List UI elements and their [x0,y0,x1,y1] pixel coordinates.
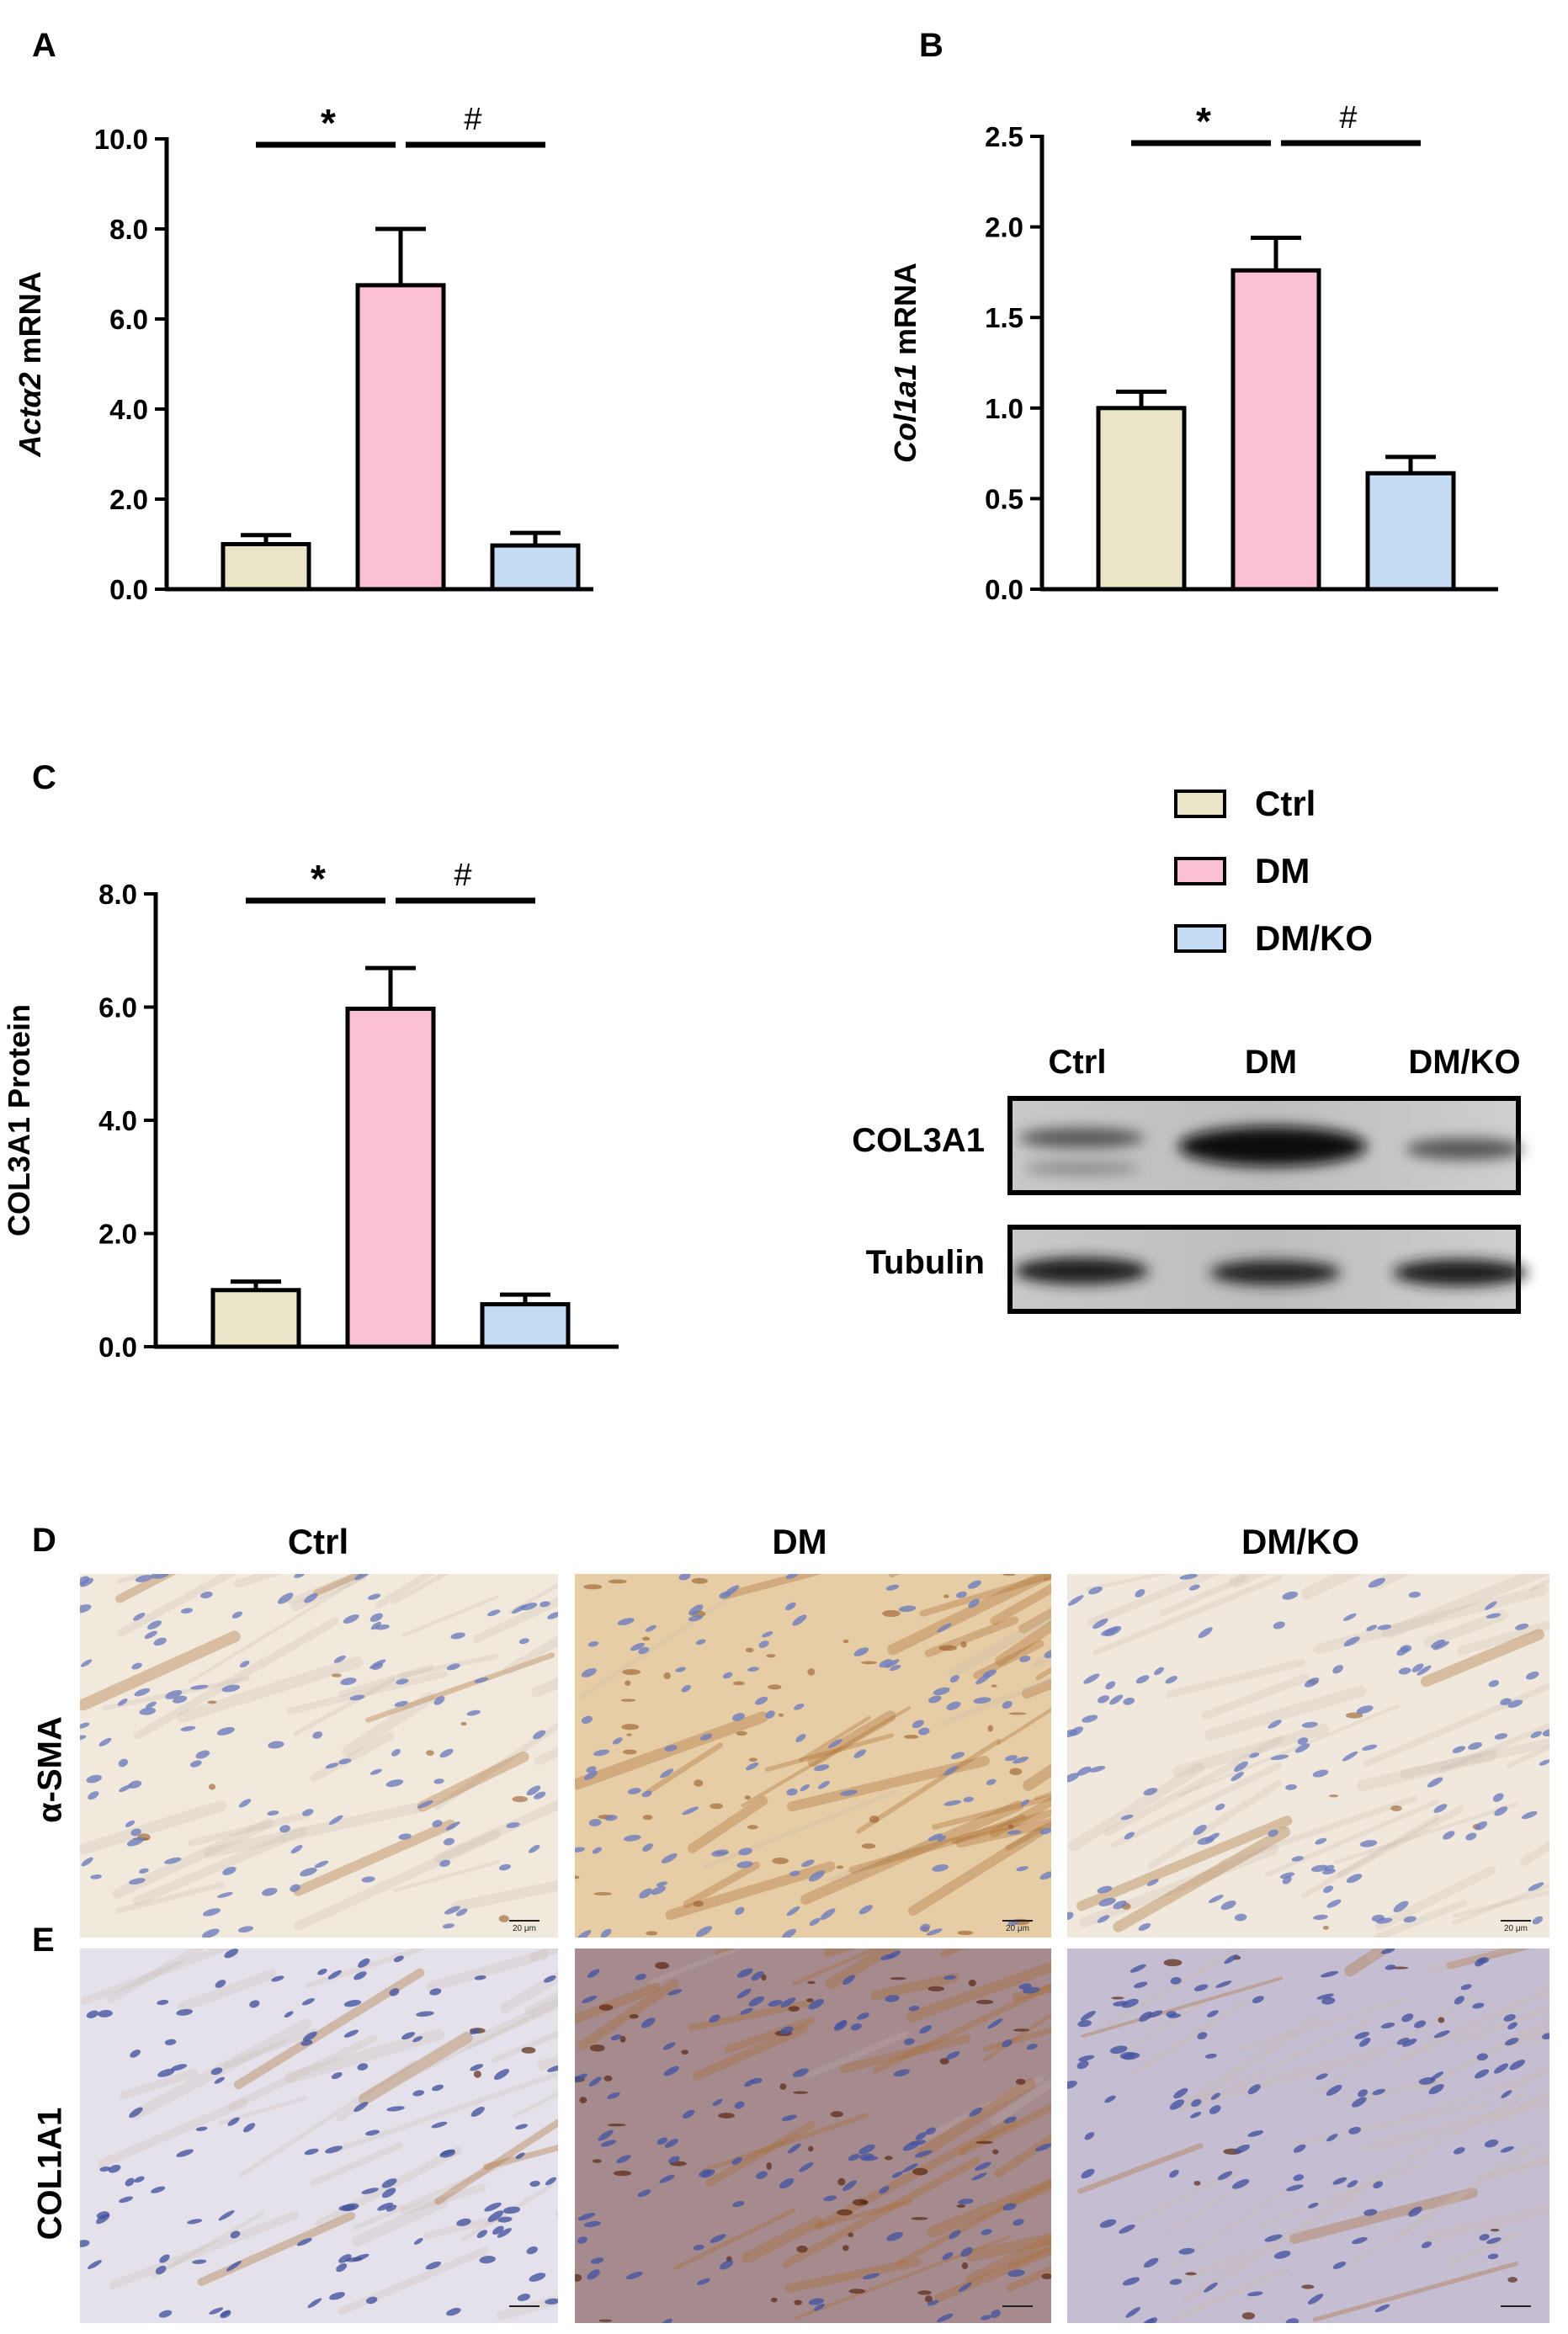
chart-col1a1-mrna: 0.0 0.5 1.0 1.5 2.0 2.5 Col1a1 mRNA * # [892,99,1498,605]
legend-label-ctrl: Ctrl [1255,784,1316,823]
blot-strip-col3a1 [1007,1096,1523,1195]
sig-marker-c-hash: # [454,858,471,893]
y-tick-label-b: 0.5 [985,483,1023,514]
legend-label-dmko: DM/KO [1255,918,1373,958]
legend-label-dm: DM [1255,851,1310,891]
legend-item-dmko: DM/KO [1174,905,1373,972]
micrograph-tile-5 [1067,1949,1549,2323]
legend-swatch-dm [1174,857,1226,885]
sig-marker-b-star: * [1196,99,1211,143]
histology-row-asma: α-SMA [31,1716,69,1823]
y-tick-label-a: 8.0 [109,214,148,245]
bar-b-dm [1230,268,1321,592]
y-tick-label-a: 2.0 [109,484,148,515]
blot-lane-dm: DM [1245,1044,1297,1081]
legend-swatch-ctrl [1174,790,1226,818]
bar-a-dm [355,283,446,592]
y-tick-label-b: 2.5 [985,121,1023,152]
y-tick-label-a: 6.0 [109,304,148,335]
panel-letter-e: E [32,1922,55,1959]
bar-c-dmko [480,1302,571,1349]
histology-col-ctrl: Ctrl [287,1522,349,1561]
bar-a-dmko [490,543,581,592]
y-tick-label-b: 1.5 [985,302,1023,333]
y-tick-label-b: 1.0 [985,393,1023,424]
blot-lane-ctrl: Ctrl [1049,1044,1107,1081]
y-axis-label-a: Actα2 mRNA [13,271,47,457]
y-tick-label-c: 0.0 [98,1332,137,1363]
micrograph-tile-4 [575,1949,1051,2323]
bar-a-ctrl [221,542,311,592]
scale-bar-label-0: 20 μm [513,1924,536,1933]
blot-strip-tubulin [1007,1225,1528,1314]
legend-item-ctrl: Ctrl [1174,770,1373,837]
chart-acta2-mrna: 0.0 2.0 4.0 6.0 8.0 10.0 Actα2 mRNA * # [13,101,593,605]
legend-item-dm: DM [1174,837,1373,905]
y-tick-label-b: 0.0 [985,574,1023,605]
y-tick-label-a: 10.0 [94,124,148,155]
blot-lane-dmko: DM/KO [1408,1044,1520,1081]
y-axis-label-b: Col1a1 mRNA [892,263,922,463]
bar-c-dm [345,1007,436,1349]
y-tick-label-c: 6.0 [98,992,137,1023]
y-tick-label-a: 4.0 [109,394,148,425]
panel-letter-a: A [32,27,56,64]
histology-col-dm: DM [772,1522,827,1561]
y-tick-label-c: 8.0 [98,879,137,910]
y-axis-label-c: COL3A1 Protein [2,1004,36,1236]
western-blot: Ctrl DM DM/KO COL3A1 Tubulin [852,1044,1528,1314]
histology-row-col1a1: COL1A1 [31,2107,69,2241]
bar-b-ctrl [1096,406,1187,592]
histology-col-dmko: DM/KO [1241,1522,1359,1561]
scale-bar-label-1: 20 μm [1006,1924,1029,1933]
y-tick-label-c: 4.0 [98,1105,137,1136]
panel-letter-d: D [32,1522,56,1559]
micrograph-tile-0 [80,1574,558,1938]
sig-marker-a-hash: # [464,102,481,137]
scale-bar-label-2: 20 μm [1504,1924,1528,1933]
y-tick-label-a: 0.0 [109,574,148,605]
bar-b-dmko [1365,471,1456,592]
y-tick-label-b: 2.0 [985,212,1023,243]
blot-row-col3a1: COL3A1 [852,1122,985,1159]
bar-c-ctrl [210,1288,301,1349]
legend: Ctrl DM DM/KO [1174,770,1373,972]
sig-marker-c-star: * [311,857,326,901]
panel-letter-b: B [919,27,943,64]
chart-col3a1-protein: 0.0 2.0 4.0 6.0 8.0 COL3A1 Protein * # [2,857,619,1363]
legend-swatch-dmko [1174,924,1226,953]
panel-letter-c: C [32,759,56,796]
micrograph-tile-3 [80,1949,558,2323]
sig-marker-a-star: * [321,101,336,145]
blot-row-tubulin: Tubulin [866,1244,985,1281]
sig-marker-b-hash: # [1339,100,1357,136]
micrograph-tile-1 [575,1574,1051,1938]
y-tick-label-c: 2.0 [98,1219,137,1250]
